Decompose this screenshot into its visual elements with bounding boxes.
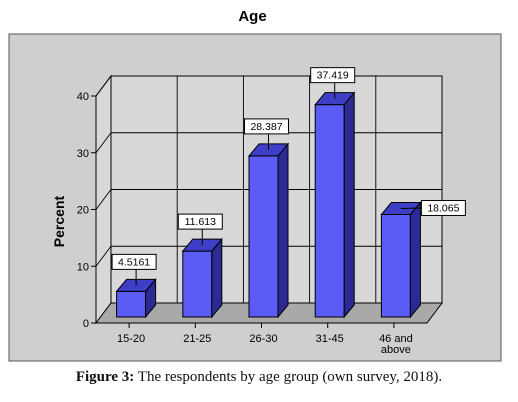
data-label: 18.065 — [427, 202, 459, 214]
y-gridline-side — [95, 245, 112, 267]
figure-caption: Figure 3: The respondents by age group (… — [0, 369, 518, 386]
y-gridline-side — [95, 189, 112, 210]
data-label: 11.613 — [185, 216, 216, 228]
bar-side — [277, 142, 289, 319]
data-label-box — [111, 253, 157, 270]
caption-label: Figure 3: — [75, 369, 135, 385]
data-label-leader — [400, 207, 422, 209]
data-label: 37.419 — [317, 70, 349, 82]
bar — [248, 155, 279, 318]
y-tick-label: 20 — [77, 205, 89, 217]
y-gridline-side — [95, 132, 112, 154]
bar — [314, 104, 345, 318]
y-tick-label: 10 — [77, 261, 89, 273]
data-label-box — [420, 199, 466, 216]
data-label-box — [177, 213, 223, 230]
bar — [116, 290, 147, 318]
chart-title: Age — [238, 8, 267, 25]
data-label-box — [310, 67, 356, 84]
y-axis-title: Percent — [51, 195, 67, 247]
bar — [380, 213, 411, 318]
data-label: 28.387 — [250, 121, 282, 133]
y-gridline-side — [95, 75, 112, 97]
data-label: 4.5161 — [118, 256, 150, 268]
bar — [182, 250, 213, 318]
data-label-box — [244, 118, 289, 135]
caption-text: The respondents by age group (own survey… — [137, 369, 443, 385]
bar-side — [409, 201, 421, 319]
bar-side — [343, 91, 355, 319]
x-tick-label: 15-20 — [117, 333, 145, 345]
x-tick-label: 46 and — [379, 333, 413, 345]
y-tick-label: 0 — [83, 318, 89, 330]
bar-side — [211, 237, 223, 319]
x-tick-label: above — [381, 344, 411, 356]
x-tick-label: 21-25 — [183, 333, 211, 345]
y-tick-label: 40 — [77, 91, 89, 103]
x-tick-label: 31-45 — [316, 333, 344, 345]
age-bar-chart: 0 10 20 30 40 Percent 15-20 4.5161 21-25 11.613 26… — [8, 33, 502, 362]
x-tick-label: 26-30 — [249, 333, 277, 345]
y-tick-label: 30 — [77, 148, 89, 160]
